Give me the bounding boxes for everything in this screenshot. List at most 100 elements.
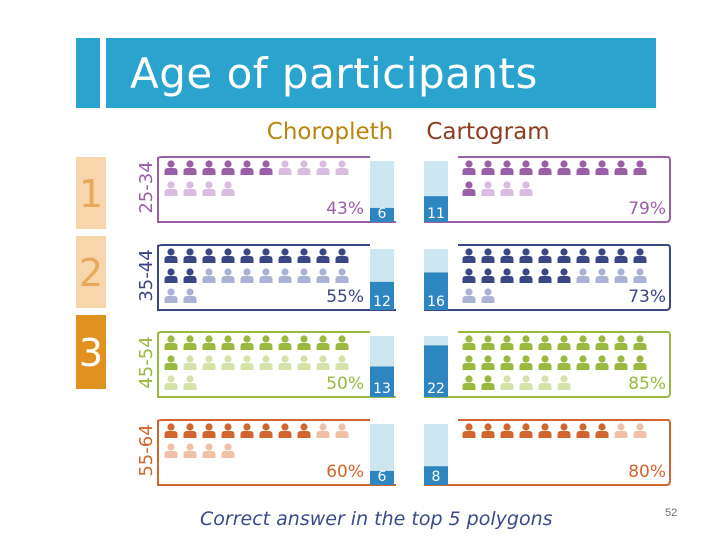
page-number: 52 [665,507,678,519]
person-icon [538,248,552,263]
person-icon [278,248,292,263]
person-icon [481,375,495,390]
person-icon [316,268,330,283]
row-number-box-1 [76,157,106,229]
person-icon [316,423,330,438]
person-icon [164,375,178,390]
count-bar-choropleth-35-44 [370,281,394,310]
person-icon [183,268,197,283]
person-icon [297,248,311,263]
row-number-3: 3 [79,331,103,375]
person-icon [538,423,552,438]
panel-left-top-25-34 [157,156,370,160]
person-icon [576,355,590,370]
title-band [76,38,656,108]
person-icon [557,160,571,175]
title-band-stripe [76,38,100,108]
person-icon [259,423,273,438]
column-header-choropleth: Choropleth [267,119,393,145]
person-icon [240,268,254,283]
person-icon [481,423,495,438]
percent-label-choropleth-25-34: 43% [326,199,364,219]
person-icon [316,335,330,350]
count-bar-cartogram-25-34 [424,196,448,222]
panel-left-25-34 [157,157,396,223]
person-icon [240,160,254,175]
age-label-35-44: 35-44 [136,249,157,301]
person-icon [164,268,178,283]
person-icon [557,375,571,390]
age-label-45-54: 45-54 [136,336,157,388]
person-icon [538,268,552,283]
percent-label-cartogram-55-64: 80% [628,462,666,482]
panel-right-55-64 [424,419,671,486]
person-icon [297,335,311,350]
person-icon [462,248,476,263]
person-icon [335,423,349,438]
panel-left-55-64 [157,420,396,486]
person-icon [519,423,533,438]
age-label-25-34: 25-34 [136,161,157,213]
person-icon [316,248,330,263]
panel-left-top-35-44 [157,244,370,248]
person-icon [259,268,273,283]
count-label-cartogram-35-44: 16 [427,294,445,310]
person-icon [633,248,647,263]
person-icon [164,248,178,263]
person-icon [519,335,533,350]
person-icon [462,335,476,350]
page-title: Age of participants [130,49,538,98]
panel-right-45-54 [424,331,671,398]
person-icon [202,443,216,458]
count-label-cartogram-55-64: 8 [432,469,441,485]
person-icon [202,355,216,370]
panel-left-top-45-54 [157,331,370,335]
person-icon [557,335,571,350]
person-icon [576,248,590,263]
row-number-box-2 [76,236,106,308]
person-icon [576,335,590,350]
person-icon [481,288,495,303]
person-icon [462,288,476,303]
person-icon [462,355,476,370]
person-icon [614,248,628,263]
percent-label-choropleth-35-44: 55% [326,287,364,307]
person-icon [278,160,292,175]
person-icon [595,335,609,350]
person-icon [519,268,533,283]
person-icon [316,160,330,175]
person-icon [633,355,647,370]
person-icon [538,375,552,390]
person-icon [481,355,495,370]
person-icon [259,248,273,263]
panel-left-45-54 [157,332,396,398]
count-label-choropleth-55-64: 6 [378,469,387,485]
person-icon [221,181,235,196]
person-icon [259,355,273,370]
person-icon [633,160,647,175]
count-bar-cartogram-35-44 [424,272,448,310]
person-icon [500,355,514,370]
person-icon [183,443,197,458]
person-icon [183,248,197,263]
percent-label-cartogram-25-34: 79% [628,199,666,219]
person-icon [500,248,514,263]
person-icon [183,335,197,350]
row-number-2: 2 [79,251,103,295]
person-icon [221,248,235,263]
person-icon [557,268,571,283]
row-number-1: 1 [79,172,103,216]
person-icon [335,355,349,370]
person-icon [538,355,552,370]
age-label-55-64: 55-64 [136,424,157,476]
person-icon [538,335,552,350]
person-icon [595,355,609,370]
person-icon [576,160,590,175]
person-icon [462,423,476,438]
count-bar-cartogram-45-54 [424,345,448,397]
person-icon [164,288,178,303]
person-icon [297,160,311,175]
person-icon [297,268,311,283]
person-icon [462,268,476,283]
person-icon [500,181,514,196]
